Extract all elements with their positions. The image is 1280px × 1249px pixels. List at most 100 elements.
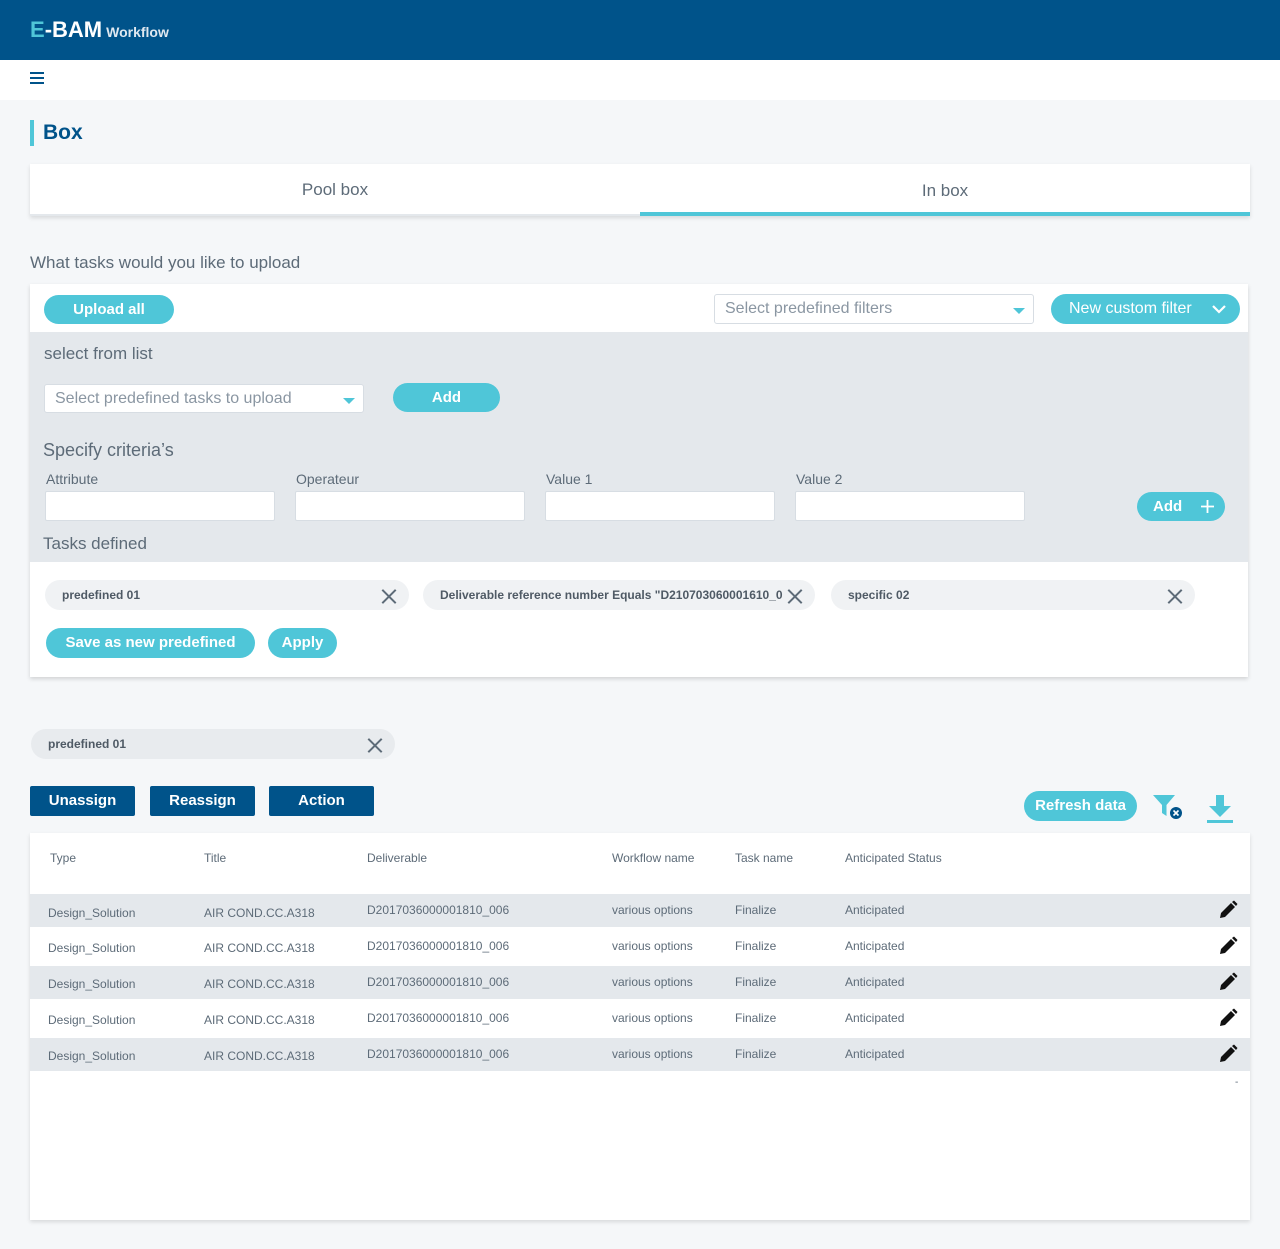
value1-label: Value 1 (546, 471, 593, 487)
upload-panel: Upload all Select predefined filters New… (30, 284, 1248, 677)
close-icon[interactable] (787, 588, 803, 604)
cell-status: Anticipated (845, 903, 905, 917)
save-as-predefined-button[interactable]: Save as new predefined (46, 628, 255, 658)
cell-deliverable: D2017036000001810_006 (367, 903, 510, 917)
table-row[interactable]: Design_Solution AIR COND.CC.A318 D201703… (30, 1038, 1250, 1071)
close-icon[interactable] (367, 737, 383, 753)
chevron-down-icon (1212, 305, 1226, 314)
table-row[interactable]: Design_Solution AIR COND.CC.A318 D201703… (30, 966, 1250, 999)
pencil-icon[interactable] (1218, 900, 1238, 920)
select-from-list-heading: select from list (44, 344, 153, 363)
caret-down-icon (343, 398, 355, 404)
table-row[interactable]: Design_Solution AIR COND.CC.A318 D201703… (30, 1002, 1250, 1035)
cell-title: AIR COND.CC.A318 (204, 906, 315, 920)
cell-workflow: various options (612, 903, 693, 917)
header-type[interactable]: Type (50, 851, 77, 865)
tab-in-box[interactable]: In box (640, 164, 1250, 216)
cell-type: Design_Solution (48, 977, 136, 991)
cell-task: Finalize (735, 975, 777, 989)
unassign-button[interactable]: Unassign (30, 786, 135, 816)
cell-status: Anticipated (845, 1011, 905, 1025)
task-chip-label: Deliverable reference number Equals "D21… (440, 588, 783, 602)
criteria-heading: Specify criteria’s (43, 440, 174, 460)
pencil-icon[interactable] (1218, 972, 1238, 992)
close-icon[interactable] (381, 588, 397, 604)
attribute-label: Attribute (46, 471, 99, 487)
box-tabs: Pool box In box (30, 164, 1250, 216)
header-workflow-name[interactable]: Workflow name (612, 851, 695, 865)
menu-icon[interactable] (30, 72, 44, 84)
add-criteria-label: Add (1153, 498, 1183, 515)
cell-task: Finalize (735, 1047, 777, 1061)
reassign-button[interactable]: Reassign (150, 786, 255, 816)
cell-deliverable: D2017036000001810_006 (367, 939, 510, 953)
app-logo[interactable]: E-BAM Workflow (30, 17, 169, 43)
pencil-icon[interactable] (1218, 1044, 1238, 1064)
cell-deliverable: D2017036000001810_006 (367, 1047, 510, 1061)
cell-type: Design_Solution (48, 1013, 136, 1027)
tasks-select-placeholder: Select predefined tasks to upload (55, 390, 292, 407)
table-row[interactable]: Design_Solution AIR COND.CC.A318 D201703… (30, 930, 1250, 963)
pencil-icon[interactable] (1218, 1008, 1238, 1028)
predefined-filters-placeholder: Select predefined filters (725, 300, 893, 317)
sub-bar (0, 60, 1280, 100)
close-icon[interactable] (1167, 588, 1183, 604)
cell-task: Finalize (735, 903, 777, 917)
new-custom-filter-button[interactable]: New custom filter (1051, 294, 1240, 324)
tasks-table: Type Title Deliverable Workflow name Tas… (30, 833, 1250, 1220)
pencil-icon[interactable] (1218, 936, 1238, 956)
task-chip: Deliverable reference number Equals "D21… (423, 580, 815, 610)
cell-workflow: various options (612, 939, 693, 953)
active-filter-chip: predefined 01 (31, 729, 395, 759)
cell-deliverable: D2017036000001810_006 (367, 975, 510, 989)
download-icon[interactable] (1206, 794, 1234, 826)
apply-button[interactable]: Apply (268, 628, 337, 658)
header-deliverable[interactable]: Deliverable (367, 851, 428, 865)
cell-status: Anticipated (845, 975, 905, 989)
header-title[interactable]: Title (204, 851, 227, 865)
add-criteria-button[interactable]: Add (1137, 492, 1225, 521)
logo-subtitle: Workflow (106, 24, 169, 40)
predefined-filters-select[interactable]: Select predefined filters (714, 294, 1034, 324)
cell-type: Design_Solution (48, 1049, 136, 1063)
operateur-label: Operateur (296, 471, 360, 487)
value2-input[interactable] (795, 491, 1025, 521)
value1-input[interactable] (545, 491, 775, 521)
task-chip-label: specific 02 (848, 588, 910, 602)
filter-clear-icon[interactable] (1152, 794, 1184, 820)
operateur-input[interactable] (295, 491, 525, 521)
criteria-area: select from list Select predefined tasks… (30, 332, 1248, 562)
table-row[interactable]: Design_Solution AIR COND.CC.A318 D201703… (30, 894, 1250, 927)
header-anticipated-status[interactable]: Anticipated Status (845, 851, 942, 865)
tab-pool-box[interactable]: Pool box (30, 164, 640, 216)
cell-title: AIR COND.CC.A318 (204, 941, 315, 955)
action-button[interactable]: Action (269, 786, 374, 816)
add-task-button[interactable]: Add (393, 383, 500, 412)
cell-workflow: various options (612, 1047, 693, 1061)
page-title: Box (30, 120, 83, 146)
table-footer-mark: - (1235, 1077, 1239, 1088)
attribute-input[interactable] (45, 491, 275, 521)
header-task-name[interactable]: Task name (735, 851, 794, 865)
logo-e: E (30, 17, 45, 42)
plus-icon (1201, 500, 1214, 513)
active-filter-label: predefined 01 (48, 737, 127, 751)
task-chip: predefined 01 (45, 580, 409, 610)
cell-status: Anticipated (845, 1047, 905, 1061)
upload-all-button[interactable]: Upload all (44, 295, 174, 324)
cell-task: Finalize (735, 939, 777, 953)
cell-title: AIR COND.CC.A318 (204, 1013, 315, 1027)
refresh-data-button[interactable]: Refresh data (1024, 791, 1137, 821)
cell-title: AIR COND.CC.A318 (204, 977, 315, 991)
tasks-defined-heading: Tasks defined (43, 534, 147, 553)
caret-down-icon (1013, 308, 1025, 314)
top-bar: E-BAM Workflow (0, 0, 1280, 60)
cell-type: Design_Solution (48, 906, 136, 920)
value2-label: Value 2 (796, 471, 843, 487)
cell-workflow: various options (612, 975, 693, 989)
cell-deliverable: D2017036000001810_006 (367, 1011, 510, 1025)
cell-task: Finalize (735, 1011, 777, 1025)
tasks-select[interactable]: Select predefined tasks to upload (44, 384, 364, 413)
task-chip: specific 02 (831, 580, 1195, 610)
cell-type: Design_Solution (48, 941, 136, 955)
